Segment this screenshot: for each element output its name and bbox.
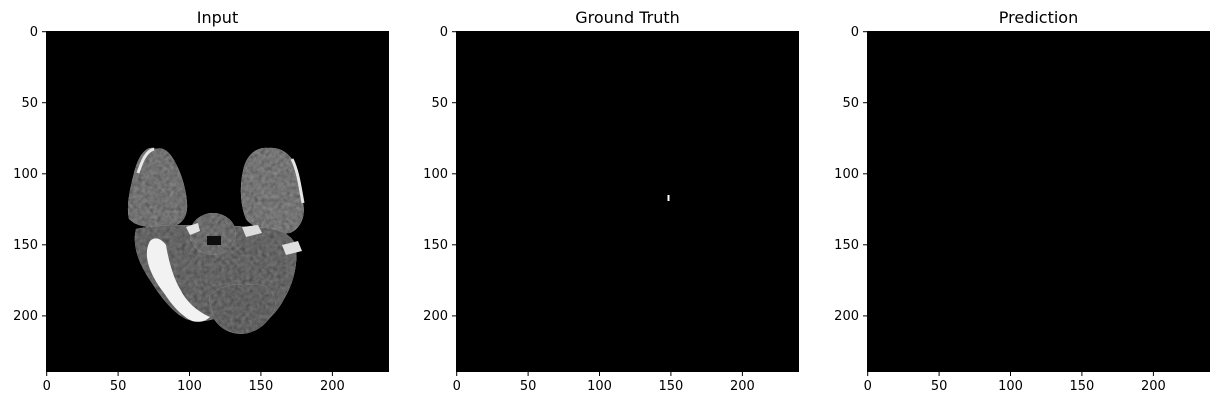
y-tick-label: 50 xyxy=(842,96,859,111)
lower-lobe xyxy=(209,284,276,334)
y-tick-label: 150 xyxy=(423,238,448,253)
y-tick-label: 100 xyxy=(423,167,448,182)
x-axis-ticks-prediction: 0 50 100 150 200 xyxy=(864,372,1166,394)
x-tick-label: 0 xyxy=(453,379,461,394)
fourth-ventricle xyxy=(207,236,221,245)
y-tick-label: 150 xyxy=(13,238,38,253)
x-tick-label: 150 xyxy=(658,379,683,394)
x-tick-label: 50 xyxy=(520,379,537,394)
x-tick-label: 0 xyxy=(43,379,51,394)
y-tick-label: 200 xyxy=(834,309,859,324)
brainstem xyxy=(190,213,236,255)
x-tick-label: 50 xyxy=(110,379,127,394)
x-tick-label: 200 xyxy=(1141,379,1166,394)
x-tick-label: 50 xyxy=(931,379,948,394)
y-tick-label: 0 xyxy=(440,25,448,40)
panel-title-ground-truth: Ground Truth xyxy=(575,8,680,27)
x-tick-label: 150 xyxy=(248,379,273,394)
panel-input: Input xyxy=(13,8,389,394)
bright-streak-2 xyxy=(242,225,262,237)
x-axis-ticks-input: 0 50 100 150 200 xyxy=(43,372,345,394)
y-tick-label: 100 xyxy=(834,167,859,182)
x-axis-ticks-ground-truth: 0 50 100 150 200 xyxy=(453,372,755,394)
temporal-rim-left xyxy=(136,147,155,174)
brain-mri-slice xyxy=(127,147,305,334)
right-temporal-lobe xyxy=(240,147,304,234)
image-area-ground-truth xyxy=(456,31,799,372)
csf-bright-region xyxy=(146,238,210,322)
x-tick-label: 100 xyxy=(587,379,612,394)
x-tick-label: 100 xyxy=(998,379,1023,394)
y-tick-label: 200 xyxy=(13,309,38,324)
panel-prediction: Prediction 0 50 100 150 200 0 50 100 150… xyxy=(834,8,1210,394)
x-tick-label: 150 xyxy=(1069,379,1094,394)
panel-title-prediction: Prediction xyxy=(999,8,1078,27)
y-tick-label: 100 xyxy=(13,167,38,182)
x-tick-label: 200 xyxy=(320,379,345,394)
y-axis-ticks-ground-truth: 0 50 100 150 200 xyxy=(423,25,456,324)
y-tick-label: 50 xyxy=(21,96,38,111)
bright-streak-3 xyxy=(282,241,302,255)
x-tick-label: 100 xyxy=(177,379,202,394)
y-axis-ticks-input: 0 50 100 150 200 xyxy=(13,25,46,324)
y-axis-ticks-prediction: 0 50 100 150 200 xyxy=(834,25,867,324)
x-tick-label: 200 xyxy=(730,379,755,394)
y-tick-label: 50 xyxy=(431,96,448,111)
panel-ground-truth: Ground Truth 0 50 100 150 200 0 50 100 1… xyxy=(423,8,799,394)
temporal-rim-right xyxy=(290,158,305,204)
y-tick-label: 200 xyxy=(423,309,448,324)
panel-title-input: Input xyxy=(197,8,238,27)
left-temporal-lobe xyxy=(127,147,188,228)
image-area-prediction xyxy=(867,31,1210,372)
ground-truth-mask-pixel xyxy=(667,195,670,201)
y-tick-label: 0 xyxy=(30,25,38,40)
y-tick-label: 0 xyxy=(851,25,859,40)
bright-streak-1 xyxy=(186,223,200,235)
x-tick-label: 0 xyxy=(864,379,872,394)
y-tick-label: 150 xyxy=(834,238,859,253)
